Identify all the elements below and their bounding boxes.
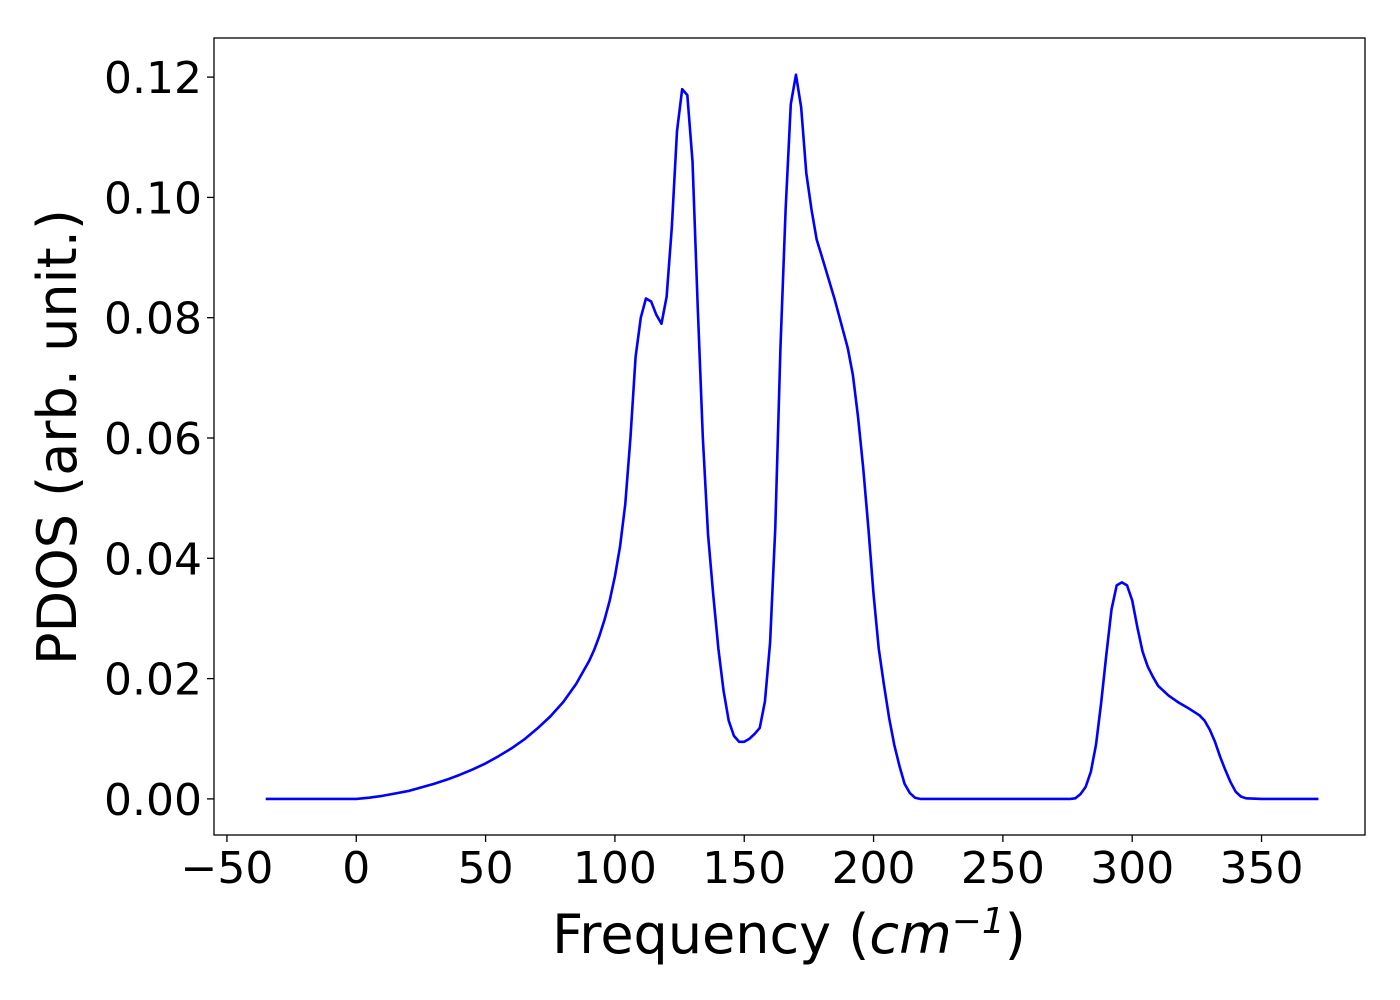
x-tick-label: 50	[458, 843, 514, 894]
x-tick-label: 100	[573, 843, 657, 894]
pdos-series-line	[265, 73, 1319, 801]
x-tick-label: −50	[181, 843, 274, 894]
y-tick-label: 0.04	[104, 534, 202, 585]
y-axis-ticks: 0.00 0.02 0.04 0.06 0.08 0.10 0.12	[104, 53, 214, 826]
x-tick-label: 350	[1220, 843, 1304, 894]
x-tick-label: 250	[961, 843, 1045, 894]
y-tick-label: 0.00	[104, 775, 202, 826]
y-tick-label: 0.02	[104, 655, 202, 706]
y-tick-label: 0.06	[104, 414, 202, 465]
y-tick-label: 0.12	[104, 53, 202, 104]
x-axis-label: Frequency (cm−1)	[552, 901, 1026, 966]
x-tick-label: 200	[832, 843, 916, 894]
x-axis-ticks: −50 0 50 100 150 200 250 300 350	[181, 835, 1304, 894]
axes-frame	[213, 37, 1366, 836]
y-tick-label: 0.10	[104, 173, 202, 224]
y-axis-label: PDOS (arb. unit.)	[26, 209, 89, 665]
x-tick-label: 150	[702, 843, 786, 894]
x-tick-label: 0	[342, 843, 370, 894]
y-tick-label: 0.08	[104, 294, 202, 345]
x-tick-label: 300	[1090, 843, 1174, 894]
